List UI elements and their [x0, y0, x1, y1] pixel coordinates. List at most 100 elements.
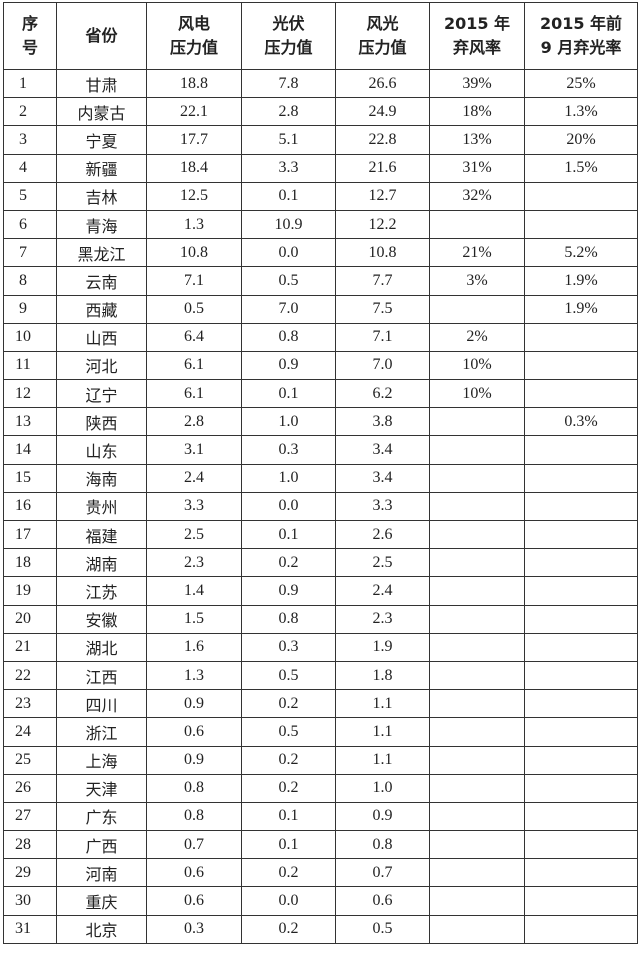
table-row: 15 海南 2.4 1.0 3.4: [3, 463, 638, 493]
cell-index: 21: [3, 632, 57, 662]
cell-index: 5: [3, 181, 57, 211]
cell-wind-curtailment-2015: 32%: [429, 181, 525, 211]
cell-province: 山西: [56, 322, 147, 352]
cell-wind-solar-pressure: 3.4: [335, 435, 430, 465]
cell-index: 2: [3, 97, 57, 127]
cell-solar-curtailment-2015-9m: [524, 801, 638, 832]
cell-wind-solar-pressure: 3.4: [335, 463, 430, 493]
cell-solar-curtailment-2015-9m: [524, 604, 638, 634]
cell-wind-pressure: 6.1: [146, 379, 242, 409]
cell-wind-pressure: 0.9: [146, 689, 242, 719]
table-row: 29 河南 0.6 0.2 0.7: [3, 858, 638, 888]
cell-solar-pressure: 0.1: [241, 181, 336, 211]
cell-province: 江苏: [56, 576, 147, 606]
cell-solar-curtailment-2015-9m: [524, 379, 638, 409]
cell-index: 24: [3, 717, 57, 747]
cell-wind-pressure: 0.6: [146, 717, 242, 747]
cell-index: 6: [3, 209, 57, 240]
cell-province: 安徽: [56, 604, 147, 634]
cell-solar-curtailment-2015-9m: 1.9%: [524, 266, 638, 296]
table-row: 22 江西 1.3 0.5 1.8: [3, 660, 638, 691]
header-line: 序: [21, 14, 38, 33]
cell-wind-pressure: 0.6: [146, 858, 242, 888]
cell-wind-pressure: 1.3: [146, 209, 242, 240]
cell-index: 16: [3, 491, 57, 522]
cell-wind-solar-pressure: 0.7: [335, 858, 430, 888]
cell-solar-curtailment-2015-9m: [524, 745, 638, 775]
table-row: 23 四川 0.9 0.2 1.1: [3, 689, 638, 719]
cell-wind-curtailment-2015: [429, 576, 525, 606]
cell-wind-pressure: 2.4: [146, 463, 242, 493]
header-province: 省份: [56, 2, 147, 70]
cell-wind-pressure: 0.6: [146, 886, 242, 916]
header-line: 弃风率: [452, 38, 501, 57]
table-row: 21 湖北 1.6 0.3 1.9: [3, 632, 638, 662]
table-row: 26 天津 0.8 0.2 1.0: [3, 773, 638, 803]
table-row: 8 云南 7.1 0.5 7.7 3% 1.9%: [3, 266, 638, 296]
table-row: 19 江苏 1.4 0.9 2.4: [3, 576, 638, 606]
cell-wind-pressure: 7.1: [146, 266, 242, 296]
cell-wind-pressure: 0.8: [146, 773, 242, 803]
cell-solar-pressure: 0.1: [241, 379, 336, 409]
cell-wind-solar-pressure: 3.3: [335, 491, 430, 522]
cell-wind-curtailment-2015: [429, 548, 525, 578]
cell-wind-solar-pressure: 24.9: [335, 97, 430, 127]
cell-wind-solar-pressure: 1.1: [335, 745, 430, 775]
cell-wind-curtailment-2015: [429, 830, 525, 860]
cell-solar-curtailment-2015-9m: [524, 491, 638, 522]
cell-wind-curtailment-2015: [429, 745, 525, 775]
table-row: 17 福建 2.5 0.1 2.6: [3, 519, 638, 550]
cell-solar-pressure: 3.3: [241, 153, 336, 183]
cell-province: 山东: [56, 435, 147, 465]
cell-wind-curtailment-2015: [429, 914, 525, 944]
cell-solar-pressure: 0.5: [241, 660, 336, 691]
header-line: 光伏: [272, 14, 305, 33]
cell-index: 20: [3, 604, 57, 634]
cell-solar-curtailment-2015-9m: [524, 209, 638, 240]
cell-solar-pressure: 0.2: [241, 773, 336, 803]
cell-solar-curtailment-2015-9m: [524, 548, 638, 578]
cell-wind-solar-pressure: 21.6: [335, 153, 430, 183]
cell-solar-pressure: 0.5: [241, 266, 336, 296]
cell-wind-curtailment-2015: [429, 435, 525, 465]
cell-index: 31: [3, 914, 57, 944]
cell-province: 浙江: [56, 717, 147, 747]
cell-wind-solar-pressure: 26.6: [335, 68, 430, 99]
cell-wind-curtailment-2015: [429, 717, 525, 747]
cell-wind-solar-pressure: 12.7: [335, 181, 430, 211]
cell-province: 甘肃: [56, 68, 147, 99]
header-line: 9 月弃光率: [540, 38, 622, 57]
cell-wind-curtailment-2015: [429, 407, 525, 437]
cell-solar-pressure: 0.1: [241, 801, 336, 832]
cell-wind-solar-pressure: 1.8: [335, 660, 430, 691]
cell-wind-curtailment-2015: 2%: [429, 322, 525, 352]
cell-wind-curtailment-2015: 10%: [429, 379, 525, 409]
table-row: 18 湖南 2.3 0.2 2.5: [3, 548, 638, 578]
cell-solar-pressure: 7.0: [241, 294, 336, 324]
cell-wind-curtailment-2015: [429, 858, 525, 888]
table-row: 31 北京 0.3 0.2 0.5: [3, 914, 638, 944]
cell-index: 29: [3, 858, 57, 888]
cell-wind-curtailment-2015: [429, 294, 525, 324]
header-line: 风电: [177, 14, 210, 33]
cell-index: 3: [3, 125, 57, 155]
cell-wind-curtailment-2015: [429, 773, 525, 803]
cell-index: 8: [3, 266, 57, 296]
cell-province: 河北: [56, 350, 147, 381]
cell-solar-pressure: 5.1: [241, 125, 336, 155]
cell-solar-pressure: 0.2: [241, 858, 336, 888]
cell-solar-pressure: 0.5: [241, 717, 336, 747]
header-line: 2015 年前: [539, 14, 623, 33]
cell-solar-curtailment-2015-9m: [524, 322, 638, 352]
cell-province: 西藏: [56, 294, 147, 324]
header-line: 压力值: [169, 38, 218, 57]
cell-province: 四川: [56, 689, 147, 719]
cell-province: 宁夏: [56, 125, 147, 155]
cell-wind-solar-pressure: 2.5: [335, 548, 430, 578]
table-row: 4 新疆 18.4 3.3 21.6 31% 1.5%: [3, 153, 638, 183]
table-row: 20 安徽 1.5 0.8 2.3: [3, 604, 638, 634]
cell-wind-pressure: 6.1: [146, 350, 242, 381]
cell-province: 吉林: [56, 181, 147, 211]
cell-solar-curtailment-2015-9m: [524, 632, 638, 662]
cell-solar-curtailment-2015-9m: [524, 886, 638, 916]
